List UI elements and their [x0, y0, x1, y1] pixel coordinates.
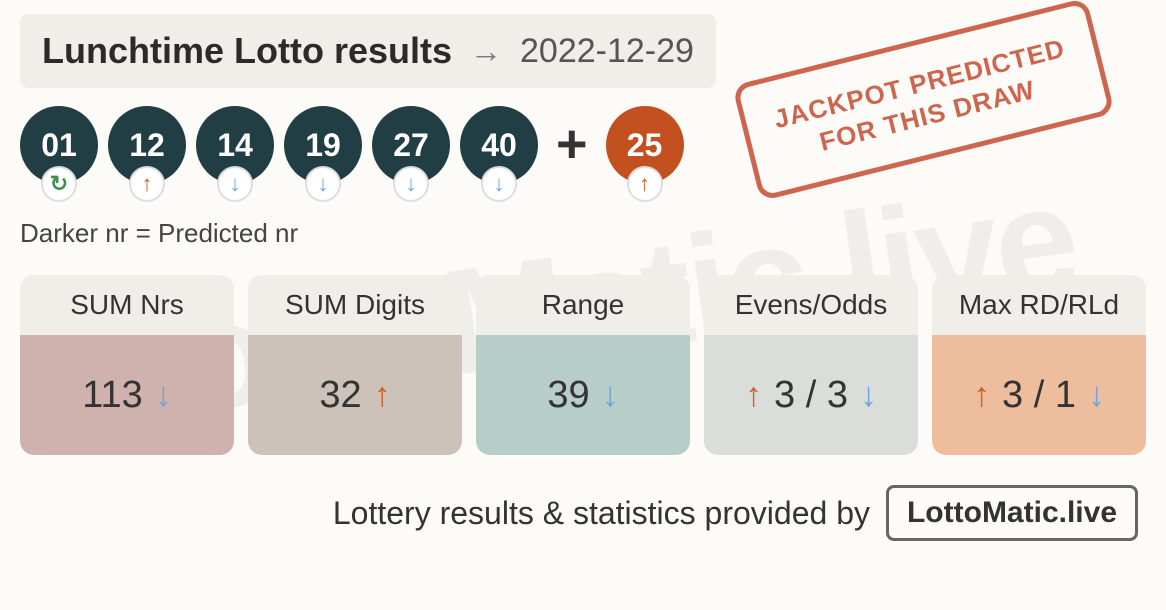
- footer-text: Lottery results & statistics provided by: [333, 495, 870, 532]
- down-icon: ↓: [860, 376, 877, 415]
- down-icon: ↓: [1088, 376, 1105, 415]
- stat-card: SUM Digits 32 ↑: [248, 275, 462, 455]
- down-icon: ↓: [393, 166, 429, 202]
- down-icon: ↓: [217, 166, 253, 202]
- stats-row: SUM Nrs113↓SUM Digits32↑Range39↓Evens/Od…: [20, 275, 1146, 455]
- down-icon: ↓: [155, 376, 172, 415]
- down-icon: ↓: [305, 166, 341, 202]
- ball-wrap: 01↻: [20, 106, 98, 202]
- stat-label: Range: [476, 275, 690, 335]
- stat-number: 113: [82, 374, 143, 417]
- ball-wrap: 19↓: [284, 106, 362, 202]
- stat-label: SUM Digits: [248, 275, 462, 335]
- footer: Lottery results & statistics provided by…: [20, 485, 1146, 541]
- header-bar: Lunchtime Lotto results → 2022-12-29: [20, 14, 716, 88]
- content-root: Lunchtime Lotto results → 2022-12-29 01↻…: [20, 14, 1146, 541]
- page-title: Lunchtime Lotto results: [42, 30, 452, 72]
- draw-date: 2022-12-29: [520, 32, 694, 71]
- stat-label: Evens/Odds: [704, 275, 918, 335]
- plus-icon: +: [556, 113, 588, 175]
- down-icon: ↓: [602, 376, 619, 415]
- stat-card: Range 39 ↓: [476, 275, 690, 455]
- down-icon: ↓: [481, 166, 517, 202]
- repeat-icon: ↻: [41, 166, 77, 202]
- stat-number: 3 / 3: [774, 374, 848, 417]
- ball-wrap: 25↑: [606, 106, 684, 202]
- brand-box: LottoMatic.live: [886, 485, 1138, 541]
- stat-number: 3 / 1: [1002, 374, 1076, 417]
- up-icon: ↑: [973, 376, 990, 415]
- arrow-icon: →: [470, 33, 502, 70]
- stat-card: Evens/Odds ↑ 3 / 3 ↓: [704, 275, 918, 455]
- stat-card: Max RD/RLd ↑ 3 / 1 ↓: [932, 275, 1146, 455]
- stat-label: Max RD/RLd: [932, 275, 1146, 335]
- stat-label: SUM Nrs: [20, 275, 234, 335]
- up-icon: ↑: [745, 376, 762, 415]
- ball-wrap: 27↓: [372, 106, 450, 202]
- stat-number: 32: [319, 374, 361, 417]
- stat-card: SUM Nrs 113 ↓: [20, 275, 234, 455]
- legend-text: Darker nr = Predicted nr: [20, 218, 1146, 249]
- balls-row: 01↻12↑14↓19↓27↓40↓ +25↑: [20, 106, 1146, 202]
- ball-wrap: 14↓: [196, 106, 274, 202]
- stat-value: 39 ↓: [476, 335, 690, 455]
- stat-value: 113 ↓: [20, 335, 234, 455]
- stat-value: 32 ↑: [248, 335, 462, 455]
- stat-number: 39: [547, 374, 589, 417]
- up-icon: ↑: [374, 376, 391, 415]
- ball-wrap: 40↓: [460, 106, 538, 202]
- up-icon: ↑: [129, 166, 165, 202]
- stat-value: ↑ 3 / 3 ↓: [704, 335, 918, 455]
- ball-wrap: 12↑: [108, 106, 186, 202]
- up-icon: ↑: [627, 166, 663, 202]
- stat-value: ↑ 3 / 1 ↓: [932, 335, 1146, 455]
